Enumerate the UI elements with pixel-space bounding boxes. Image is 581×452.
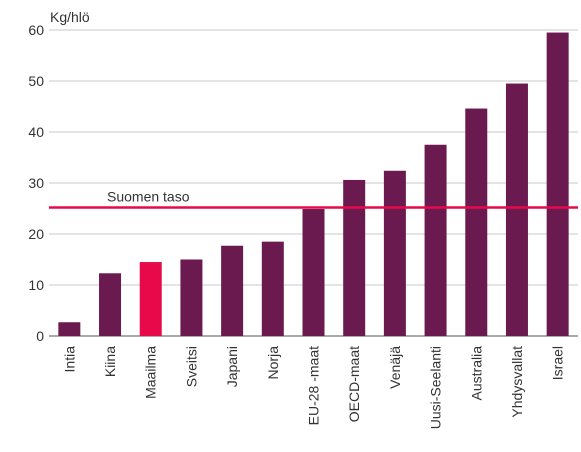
- y-tick-label: 40: [28, 124, 44, 140]
- x-tick-label: Norja: [265, 346, 281, 380]
- y-tick-label: 0: [36, 328, 44, 344]
- x-tick-label: Japani: [224, 346, 240, 387]
- y-tick-label: 20: [28, 226, 44, 242]
- bar-venäjä: [383, 170, 406, 336]
- x-tick-label: Maailma: [143, 346, 159, 399]
- bar-kiina: [99, 273, 122, 336]
- y-tick-label: 10: [28, 277, 44, 293]
- x-tick-label: Sveitsi: [183, 346, 199, 387]
- x-tick-label: Uusi-Seelanti: [428, 346, 444, 429]
- bar-intia: [58, 322, 81, 336]
- x-tick-label: Australia: [468, 346, 484, 401]
- bar-uusi-seelanti: [424, 144, 447, 336]
- y-axis-ticks: 0 10 20 30 40 50 60: [28, 22, 44, 344]
- bar-norja: [261, 241, 284, 336]
- x-tick-label: OECD-maat: [346, 346, 362, 422]
- y-tick-label: 50: [28, 73, 44, 89]
- x-axis-labels: Intia Kiina Maailma Sveitsi Japani Norja EU-28…: [61, 346, 565, 429]
- y-tick-label: 30: [28, 175, 44, 191]
- bar-maailma: [139, 262, 162, 336]
- bar-japani: [221, 245, 244, 336]
- bar-oecd-maat: [343, 179, 366, 336]
- reference-line-group: Suomen taso: [49, 188, 578, 209]
- y-tick-label: 60: [28, 22, 44, 38]
- y-axis-label: Kg/hlö: [50, 9, 90, 25]
- bars: [58, 32, 569, 337]
- x-tick-label: Kiina: [102, 346, 118, 377]
- bar-sveitsi: [180, 259, 203, 336]
- bar-yhdysvallat: [505, 83, 528, 336]
- x-tick-label: EU-28 -maat: [306, 346, 322, 425]
- bar-eu-28-maat: [302, 209, 325, 336]
- x-tick-label: Israel: [550, 346, 566, 380]
- x-tick-label: Yhdysvallat: [509, 346, 525, 418]
- x-tick-label: Venäjä: [387, 346, 403, 389]
- reference-line-label: Suomen taso: [107, 188, 190, 204]
- bar-australia: [465, 108, 488, 336]
- bar-israel: [546, 32, 569, 337]
- x-tick-label: Intia: [61, 346, 77, 373]
